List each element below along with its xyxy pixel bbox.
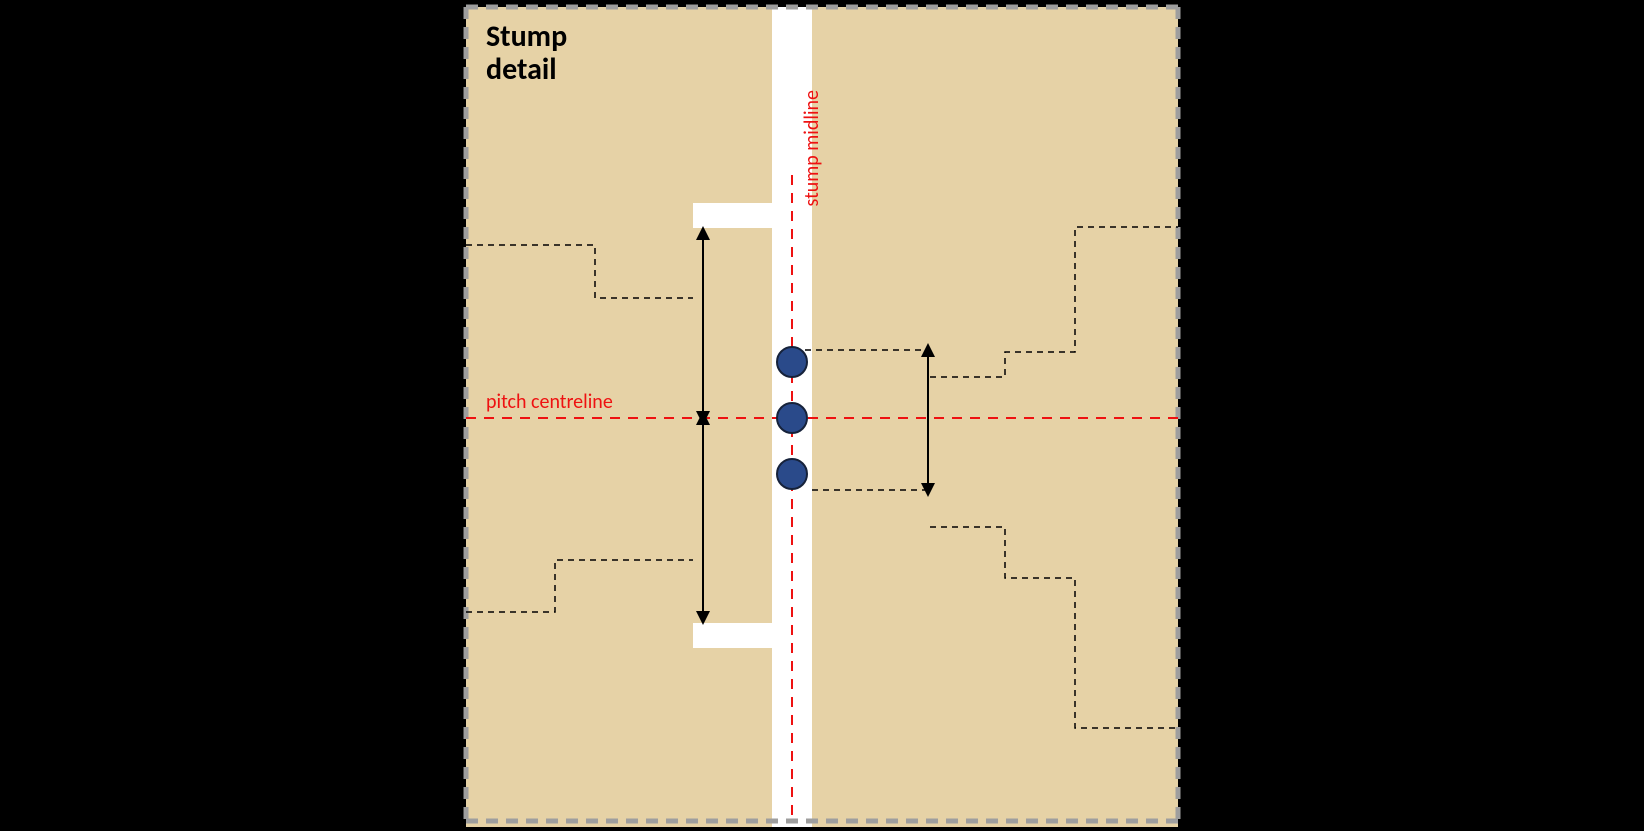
diagram-stage: Stump detail pitch centreline stump midl… (0, 0, 1644, 831)
stump-2 (777, 459, 807, 489)
return-crease-1 (693, 623, 773, 648)
stump-0 (777, 347, 807, 377)
return-crease-0 (693, 203, 773, 228)
title-line-1: Stump (486, 18, 567, 55)
diagram-title: Stump detail (486, 20, 567, 86)
pitch-centreline-label: pitch centreline (486, 390, 613, 414)
stump-1 (777, 403, 807, 433)
stump-midline-label: stump midline (800, 90, 824, 207)
title-line-2: detail (486, 51, 557, 88)
